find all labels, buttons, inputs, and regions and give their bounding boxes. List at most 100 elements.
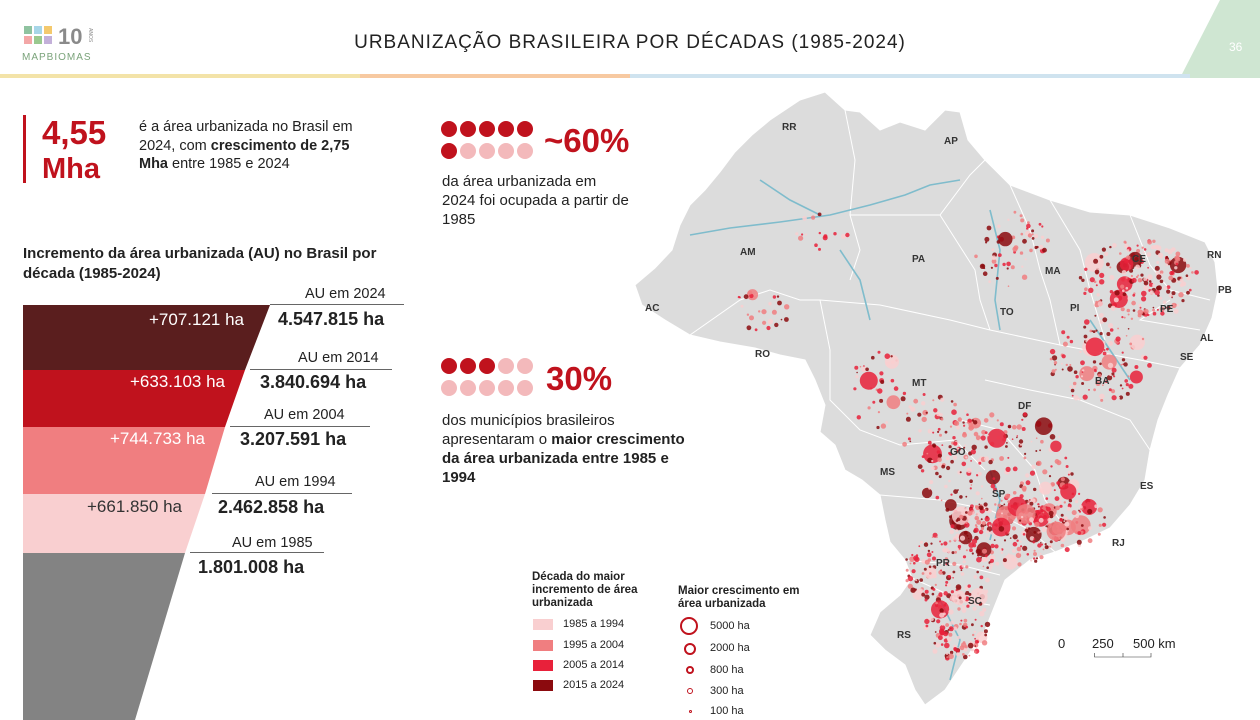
municipality-dot: [973, 527, 979, 533]
municipality-dot: [981, 497, 983, 500]
municipality-dot: [1088, 389, 1090, 391]
municipality-dot: [920, 469, 925, 473]
municipality-dot: [1068, 470, 1072, 474]
municipality-dot: [1111, 395, 1117, 401]
municipality-dot: [1060, 513, 1064, 517]
stat2-dot-grid: [441, 358, 533, 396]
municipality-dot: [988, 568, 991, 572]
municipality-dot: [1160, 311, 1165, 316]
municipality-dot: [1122, 292, 1127, 297]
municipality-dot: [1063, 520, 1066, 523]
municipality-dot: [1060, 543, 1065, 548]
municipality-dot: [1034, 521, 1040, 528]
municipality-dot: [953, 489, 958, 494]
municipality-dot: [937, 427, 941, 431]
municipality-dot: [933, 408, 938, 413]
municipality-dot: [965, 511, 968, 514]
state-label-rr: RR: [782, 122, 797, 133]
municipality-dot: [1006, 261, 1011, 267]
municipality-dot: [1027, 221, 1030, 225]
municipality-dot: [1171, 247, 1176, 252]
municipality-dot: [854, 365, 859, 370]
municipality-dot: [1120, 307, 1125, 312]
header-corner-shape: [1180, 0, 1260, 78]
municipality-dot: [999, 507, 1002, 511]
municipality-dot: [856, 415, 861, 420]
municipality-dot: [1073, 395, 1079, 401]
municipality-dot: [925, 411, 928, 414]
municipality-dot: [1037, 503, 1040, 506]
municipality-dot: [934, 631, 937, 633]
municipality-dot: [978, 503, 981, 506]
municipality-dot: [971, 444, 977, 450]
municipality-dot: [982, 548, 987, 554]
municipality-dot: [949, 529, 954, 535]
municipality-dot: [990, 543, 995, 549]
municipality-dot: [1075, 514, 1079, 519]
municipality-dot: [972, 633, 975, 637]
municipality-dot: [997, 503, 1001, 507]
municipality-dot: [910, 406, 916, 412]
legend-label-2005: 2005 a 2014: [563, 659, 625, 671]
municipality-dot: [871, 355, 875, 360]
municipality-dot: [1024, 452, 1027, 455]
municipality-dot: [859, 365, 862, 368]
municipality-dot: [965, 625, 969, 629]
municipality-dot: [1078, 276, 1083, 280]
municipality-dot: [1095, 284, 1098, 287]
municipality-dot: [886, 395, 901, 410]
municipality-dot: [971, 623, 974, 627]
municipality-dot: [1152, 283, 1155, 287]
municipality-dot: [1127, 313, 1130, 316]
municipality-dot: [1079, 366, 1095, 382]
municipality-dot: [1059, 497, 1063, 500]
municipality-dot: [1174, 266, 1178, 270]
municipality-dot: [907, 575, 914, 582]
municipality-dot: [766, 325, 771, 331]
municipality-dot: [1185, 274, 1189, 278]
municipality-dot: [1117, 396, 1120, 399]
municipality-dot: [879, 371, 884, 376]
municipality-dot: [1052, 508, 1055, 511]
municipality-dot: [1037, 531, 1040, 534]
au-value-2024: 4.547.815 ha: [278, 309, 385, 329]
municipality-dot: [1088, 287, 1094, 293]
municipality-dot: [1039, 449, 1041, 452]
municipality-dot: [907, 583, 913, 589]
municipality-dot: [1138, 303, 1142, 307]
municipality-dot: [984, 508, 987, 512]
municipality-dot: [1018, 439, 1024, 444]
municipality-dot: [1186, 264, 1190, 268]
funnel-chart: [23, 305, 270, 720]
municipality-dot: [924, 598, 928, 602]
state-label-al: AL: [1200, 333, 1213, 344]
municipality-dot: [877, 411, 881, 414]
municipality-dot: [1042, 469, 1048, 475]
municipality-dot: [1175, 251, 1181, 257]
municipality-dot: [740, 304, 744, 308]
municipality-dot: [905, 568, 909, 572]
municipality-dot: [1113, 297, 1119, 303]
municipality-dot: [974, 254, 978, 259]
municipality-dot: [1016, 436, 1018, 439]
municipality-dot: [921, 487, 933, 499]
municipality-dot: [948, 632, 953, 637]
municipality-dot: [880, 380, 885, 384]
municipality-dot: [917, 464, 923, 469]
municipality-dot: [1064, 521, 1070, 527]
municipality-dot: [965, 549, 968, 552]
municipality-dot: [1098, 523, 1102, 527]
municipality-dot: [968, 422, 973, 428]
municipality-dot: [974, 524, 978, 527]
municipality-dot: [989, 555, 994, 560]
municipality-dot: [1121, 351, 1124, 354]
brazil-outline: [634, 91, 1219, 706]
municipality-dot: [944, 557, 949, 561]
municipality-dot: [991, 259, 997, 264]
municipality-dot: [985, 241, 988, 244]
municipality-dot: [962, 560, 966, 564]
municipality-dot: [1103, 381, 1106, 384]
municipality-dot: [980, 556, 982, 559]
municipality-dot: [1068, 498, 1073, 503]
municipality-dot: [1007, 285, 1010, 288]
